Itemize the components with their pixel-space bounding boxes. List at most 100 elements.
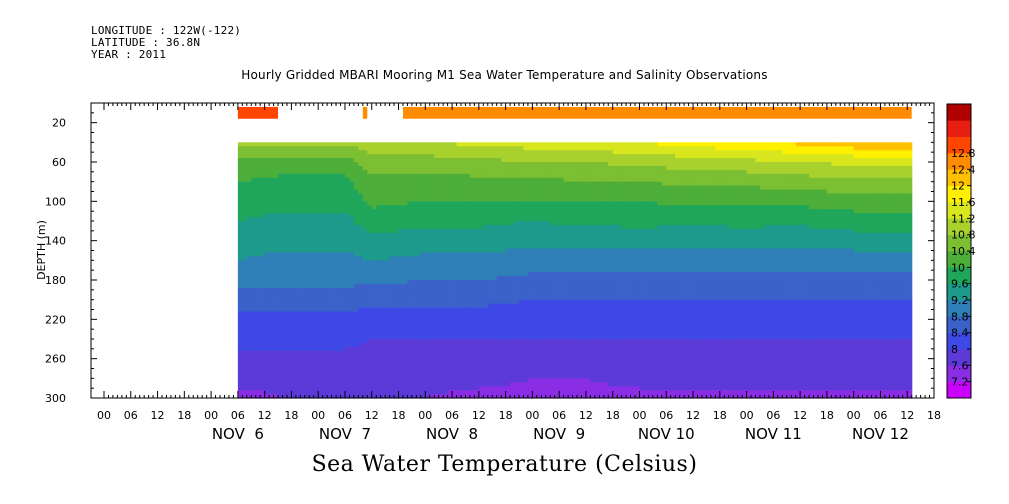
field-cell bbox=[420, 224, 426, 230]
field-cell bbox=[527, 224, 533, 230]
field-cell bbox=[344, 291, 351, 297]
field-cell bbox=[443, 378, 449, 383]
field-cell bbox=[523, 339, 529, 344]
field-cell bbox=[398, 280, 404, 285]
field-cell bbox=[411, 177, 417, 183]
field-cell bbox=[340, 248, 346, 254]
field-cell bbox=[331, 339, 337, 344]
field-cell bbox=[563, 272, 569, 277]
field-cell bbox=[460, 276, 467, 281]
field-cell bbox=[398, 197, 404, 202]
field-cell bbox=[420, 366, 426, 372]
field-cell bbox=[358, 335, 364, 340]
field-cell bbox=[469, 303, 475, 309]
field-cell bbox=[264, 331, 270, 336]
field-cell bbox=[452, 232, 458, 238]
field-cell bbox=[447, 268, 453, 273]
field-cell bbox=[492, 209, 498, 214]
field-cell bbox=[309, 240, 315, 246]
field-cell bbox=[278, 335, 284, 340]
field-cell bbox=[483, 217, 489, 222]
field-cell bbox=[541, 339, 547, 344]
field-cell bbox=[532, 382, 538, 387]
field-cell bbox=[478, 165, 484, 171]
field-cell bbox=[514, 331, 520, 336]
field-cell bbox=[304, 335, 310, 340]
field-cell bbox=[358, 221, 364, 226]
field-cell bbox=[309, 346, 315, 352]
field-cell bbox=[304, 370, 310, 375]
field-cell bbox=[407, 362, 413, 368]
field-cell bbox=[568, 268, 574, 273]
field-cell bbox=[313, 228, 319, 234]
field-cell bbox=[411, 150, 417, 155]
field-cell bbox=[545, 315, 551, 320]
field-cell bbox=[278, 299, 284, 305]
field-cell bbox=[550, 342, 556, 348]
field-cell bbox=[286, 280, 293, 285]
field-cell bbox=[327, 323, 333, 328]
field-cell bbox=[402, 311, 409, 316]
field-cell bbox=[398, 154, 404, 159]
field-cell bbox=[291, 154, 297, 159]
field-cell bbox=[237, 162, 243, 167]
field-cell bbox=[545, 299, 551, 305]
field-cell bbox=[541, 319, 547, 324]
field-cell bbox=[554, 181, 560, 187]
field-cell bbox=[242, 394, 248, 399]
field-cell bbox=[514, 382, 520, 387]
field-cell bbox=[269, 299, 275, 305]
field-cell bbox=[416, 323, 422, 328]
field-cell bbox=[456, 307, 462, 313]
field-cell bbox=[304, 386, 310, 391]
field-cell bbox=[251, 189, 257, 195]
field-cell bbox=[300, 177, 306, 183]
field-cell bbox=[568, 213, 574, 218]
field-cell bbox=[336, 169, 342, 175]
field-cell bbox=[487, 165, 493, 171]
field-cell bbox=[286, 142, 293, 147]
field-cell bbox=[246, 146, 252, 151]
field-cell bbox=[389, 370, 395, 375]
field-cell bbox=[353, 268, 359, 273]
field-cell bbox=[563, 224, 569, 230]
field-cell bbox=[260, 342, 266, 348]
field-cell bbox=[545, 394, 551, 399]
field-cell bbox=[291, 386, 297, 391]
field-cell bbox=[416, 154, 422, 159]
field-cell bbox=[465, 374, 471, 379]
field-cell bbox=[425, 386, 431, 391]
field-cell bbox=[371, 154, 377, 159]
field-cell bbox=[278, 287, 284, 293]
field-cell bbox=[376, 224, 382, 230]
field-cell bbox=[322, 350, 328, 356]
field-cell bbox=[246, 295, 252, 301]
field-cell bbox=[447, 339, 453, 344]
field-cell bbox=[398, 319, 404, 324]
field-cell bbox=[460, 260, 467, 265]
field-cell bbox=[523, 232, 529, 238]
field-cell bbox=[563, 248, 569, 254]
field-cell bbox=[541, 173, 547, 179]
field-cell bbox=[273, 362, 279, 368]
field-cell bbox=[429, 323, 435, 328]
field-cell bbox=[429, 358, 435, 364]
field-cell bbox=[487, 236, 493, 242]
field-cell bbox=[385, 354, 391, 360]
field-cell bbox=[300, 346, 306, 352]
field-cell bbox=[251, 291, 257, 297]
field-cell bbox=[313, 374, 319, 379]
field-cell bbox=[554, 142, 560, 147]
field-cell bbox=[260, 295, 266, 301]
field-cell bbox=[474, 162, 480, 167]
field-cell bbox=[536, 158, 542, 163]
field-cell bbox=[304, 303, 310, 309]
field-cell bbox=[389, 236, 395, 242]
field-cell bbox=[376, 362, 382, 368]
field-cell bbox=[402, 264, 409, 269]
field-cell bbox=[429, 386, 435, 391]
field-cell bbox=[487, 185, 493, 191]
field-cell bbox=[514, 299, 520, 305]
field-cell bbox=[510, 362, 516, 368]
field-cell bbox=[514, 268, 520, 273]
